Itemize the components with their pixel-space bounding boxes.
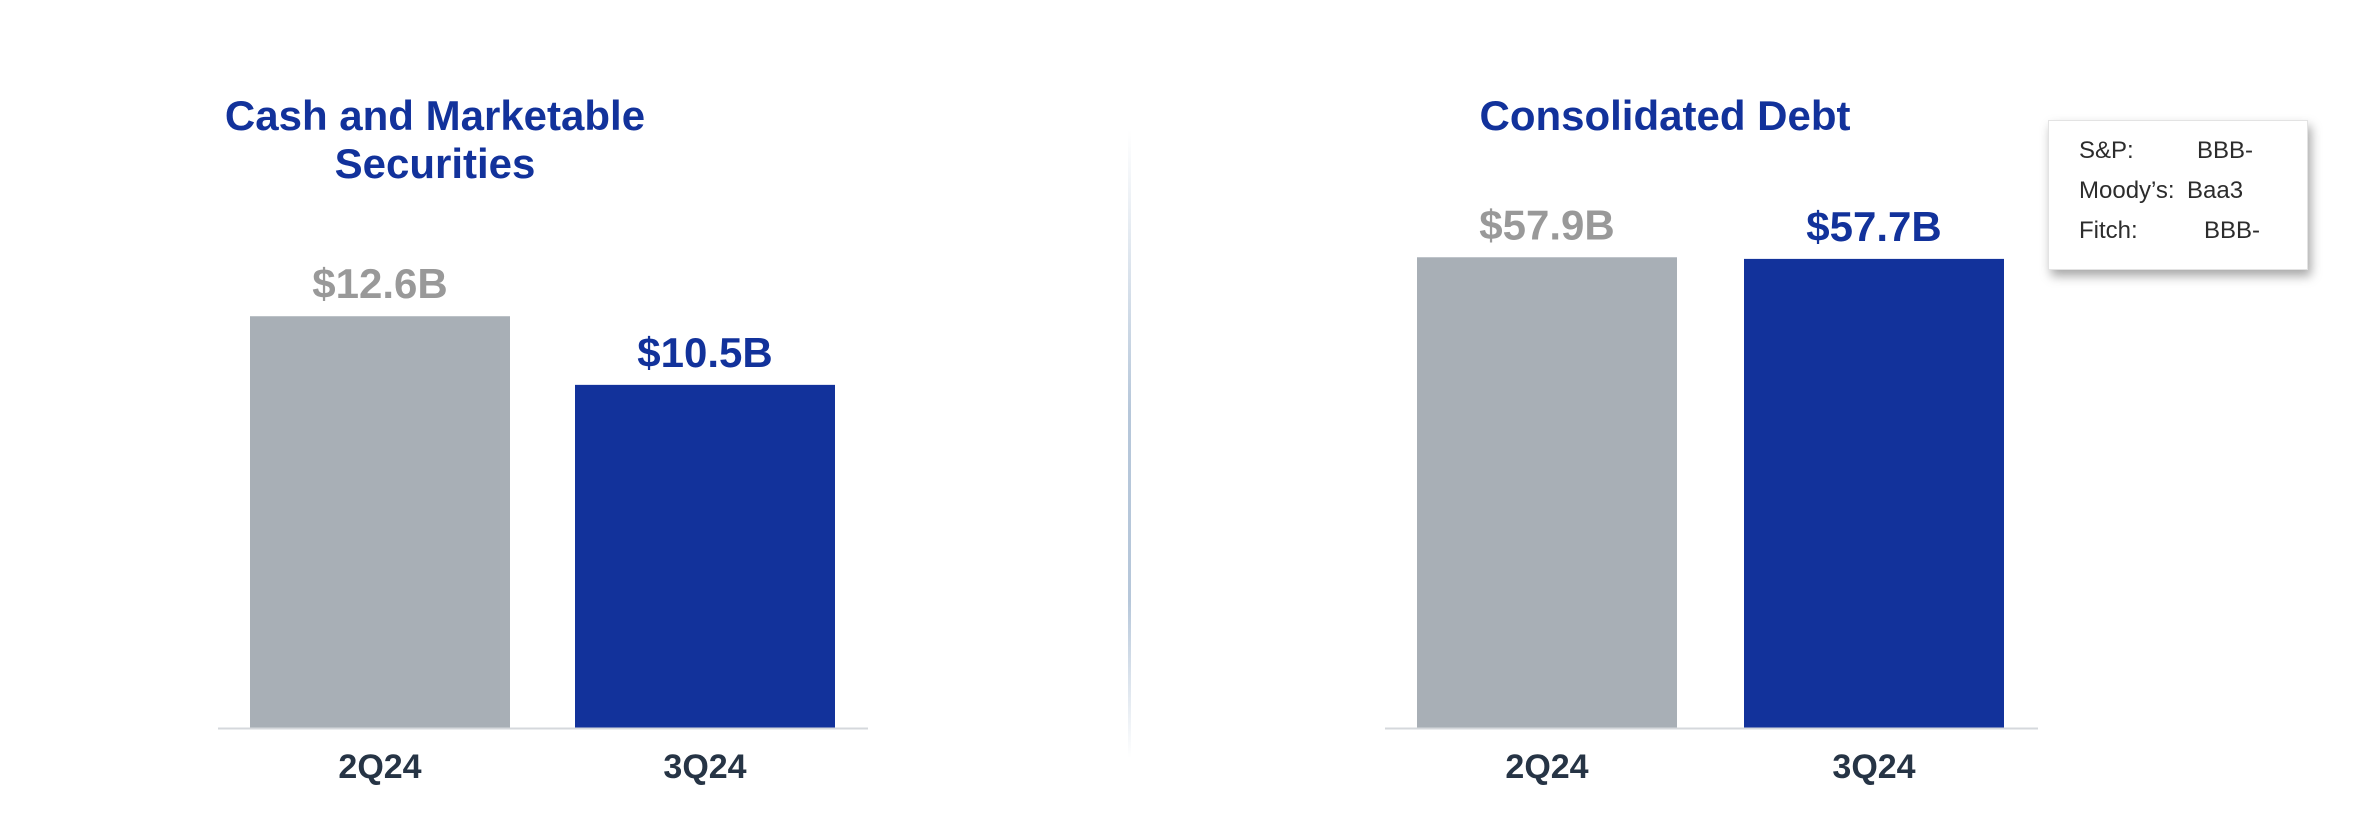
bar-2q24 bbox=[1417, 257, 1677, 728]
rating-agency: S&P: bbox=[2079, 137, 2134, 164]
tick-label: 2Q24 bbox=[338, 748, 421, 786]
section-divider bbox=[1128, 130, 1131, 758]
credit-ratings-box: S&P: BBB- Moody’s: Baa3 Fitch: BBB- bbox=[2048, 120, 2308, 270]
rating-value: BBB- bbox=[2197, 137, 2254, 164]
rating-value: BBB- bbox=[2204, 217, 2261, 244]
rating-agency: Moody’s: bbox=[2079, 177, 2175, 204]
bar-3q24 bbox=[575, 384, 835, 728]
data-label: $57.9B bbox=[1479, 201, 1614, 248]
cash-chart-title: Cash and Marketable Securities bbox=[224, 92, 646, 187]
rating-agency: Fitch: bbox=[2079, 217, 2138, 244]
data-label: $57.7B bbox=[1806, 203, 1941, 250]
debt-chart-title: Consolidated Debt bbox=[1479, 92, 1851, 139]
data-label: $12.6B bbox=[312, 260, 447, 307]
data-label: $10.5B bbox=[637, 329, 772, 376]
tick-label: 2Q24 bbox=[1505, 748, 1588, 786]
tick-label: 3Q24 bbox=[663, 748, 746, 786]
rating-row-moodys: Moody’s: Baa3 bbox=[2079, 171, 2307, 211]
rating-row-sp: S&P: BBB- bbox=[2079, 131, 2307, 171]
bar-2q24 bbox=[250, 316, 510, 728]
bar-3q24 bbox=[1744, 258, 2004, 728]
rating-value: Baa3 bbox=[2187, 177, 2244, 204]
tick-label: 3Q24 bbox=[1832, 748, 1915, 786]
rating-row-fitch: Fitch: BBB- bbox=[2079, 211, 2307, 251]
